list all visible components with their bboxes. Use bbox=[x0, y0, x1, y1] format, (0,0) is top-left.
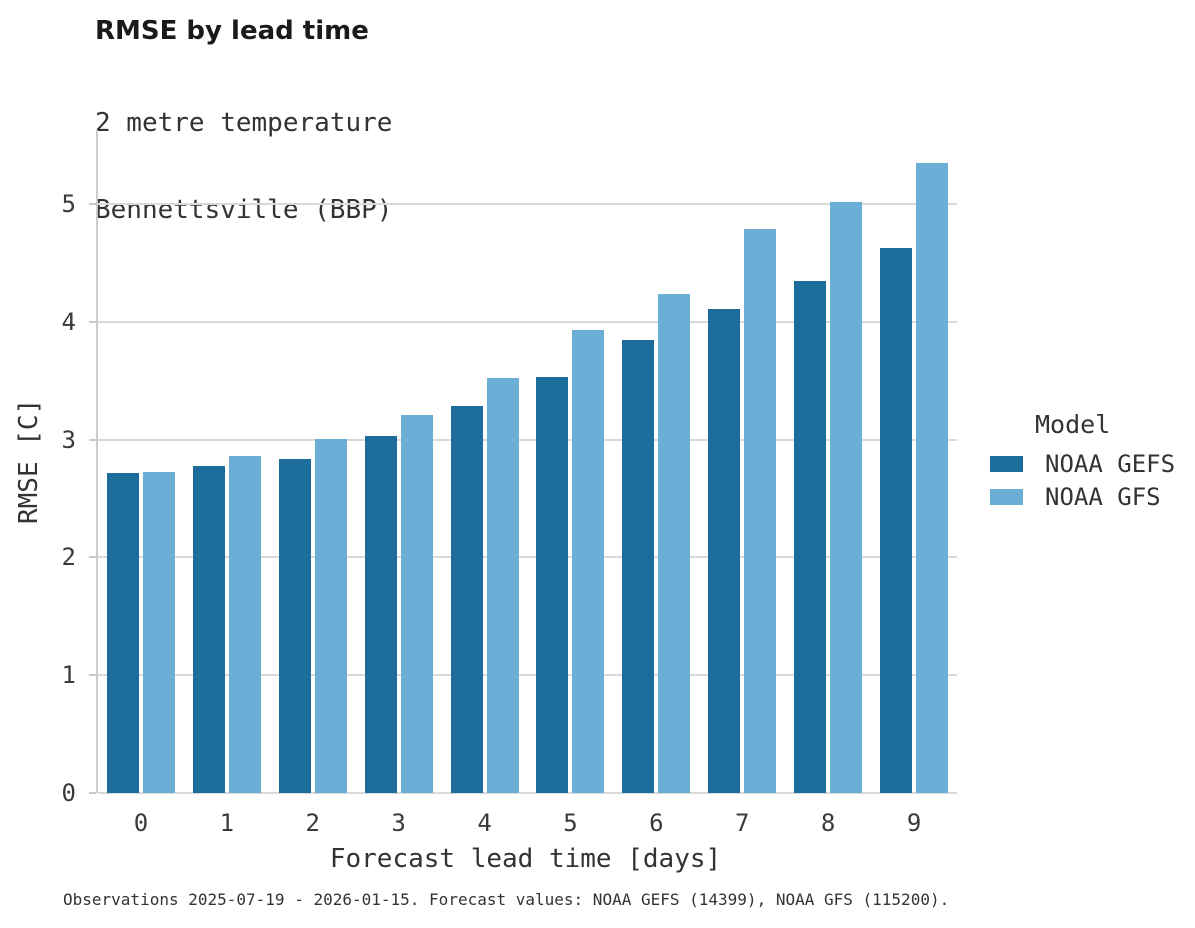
bar-noaa-gfs-lead-8 bbox=[830, 201, 863, 793]
bar-noaa-gefs-lead-4 bbox=[450, 405, 483, 793]
bar-noaa-gfs-lead-4 bbox=[486, 378, 519, 793]
legend-title: Model bbox=[1035, 410, 1111, 439]
bar-noaa-gfs-lead-6 bbox=[658, 293, 691, 793]
x-tick-label-2: 2 bbox=[305, 809, 320, 837]
x-tick-label-1: 1 bbox=[219, 809, 235, 837]
x-tick-label-3: 3 bbox=[391, 809, 406, 837]
y-tick-3 bbox=[89, 438, 96, 441]
x-tick-label-9: 9 bbox=[906, 809, 922, 837]
legend-label-noaa-gefs: NOAA GEFS bbox=[1045, 450, 1176, 478]
plot-area: 0 1 2 3 4 5 0 1 2 3 4 5 6 7 8 9 bbox=[62, 130, 957, 837]
x-tick-label-6: 6 bbox=[649, 809, 664, 837]
legend-swatch-noaa-gefs-icon bbox=[990, 456, 1023, 472]
x-tick-label-0: 0 bbox=[133, 809, 149, 837]
bar-noaa-gefs-lead-7 bbox=[708, 309, 741, 793]
gridline-y-4 bbox=[98, 320, 957, 323]
chart-subtitle-line2: Bennettsville (BBP) bbox=[95, 195, 393, 225]
chart-subtitle: 2 metre temperature Bennettsville (BBP) bbox=[95, 51, 392, 283]
y-tick-label-0: 0 bbox=[61, 779, 76, 807]
gridline-y-5 bbox=[98, 203, 957, 206]
bar-noaa-gfs-lead-9 bbox=[916, 162, 949, 793]
bar-noaa-gefs-lead-3 bbox=[364, 436, 397, 793]
gridline-y-0 bbox=[98, 792, 957, 794]
bar-noaa-gfs-lead-0 bbox=[142, 471, 175, 793]
bar-noaa-gefs-lead-8 bbox=[794, 280, 827, 793]
bar-noaa-gefs-lead-6 bbox=[622, 339, 655, 793]
bar-noaa-gefs-lead-1 bbox=[192, 465, 225, 793]
bar-noaa-gefs-lead-5 bbox=[536, 377, 569, 793]
y-tick-label-1: 1 bbox=[61, 661, 76, 690]
y-tick-5 bbox=[89, 203, 96, 206]
y-tick-label-4: 4 bbox=[61, 307, 76, 336]
bar-noaa-gefs-lead-2 bbox=[278, 458, 311, 793]
chart-subtitle-line1: 2 metre temperature bbox=[95, 108, 393, 138]
bar-noaa-gfs-lead-3 bbox=[400, 414, 433, 793]
y-tick-0 bbox=[89, 792, 96, 794]
bar-noaa-gfs-lead-7 bbox=[744, 228, 777, 793]
legend-label-noaa-gfs: NOAA GFS bbox=[1045, 483, 1161, 511]
gridline-y-3 bbox=[98, 438, 957, 441]
x-tick-label-4: 4 bbox=[477, 809, 492, 837]
y-tick-label-2: 2 bbox=[61, 543, 76, 572]
y-tick-2 bbox=[89, 556, 96, 559]
x-axis-title: Forecast lead time [days] bbox=[329, 844, 722, 874]
bar-noaa-gfs-lead-2 bbox=[314, 438, 347, 793]
y-tick-label-3: 3 bbox=[61, 425, 76, 454]
caption: Observations 2025-07-19 - 2026-01-15. Fo… bbox=[63, 890, 950, 909]
x-tick-label-8: 8 bbox=[820, 809, 836, 837]
x-tick-label-7: 7 bbox=[735, 809, 750, 837]
bar-noaa-gfs-lead-1 bbox=[228, 456, 261, 793]
bar-noaa-gefs-lead-0 bbox=[106, 472, 139, 793]
y-tick-4 bbox=[89, 320, 96, 323]
bar-noaa-gefs-lead-9 bbox=[880, 247, 913, 793]
y-tick-label-5: 5 bbox=[61, 190, 76, 219]
y-axis-title: RMSE [C] bbox=[14, 398, 44, 525]
chart-title: RMSE by lead time bbox=[95, 16, 369, 46]
gridline-y-2 bbox=[98, 556, 957, 559]
x-tick-label-5: 5 bbox=[563, 809, 578, 837]
gridline-y-1 bbox=[98, 674, 957, 677]
bar-noaa-gfs-lead-5 bbox=[572, 330, 605, 793]
legend-swatch-noaa-gfs-icon bbox=[990, 489, 1023, 505]
y-tick-1 bbox=[89, 674, 96, 677]
